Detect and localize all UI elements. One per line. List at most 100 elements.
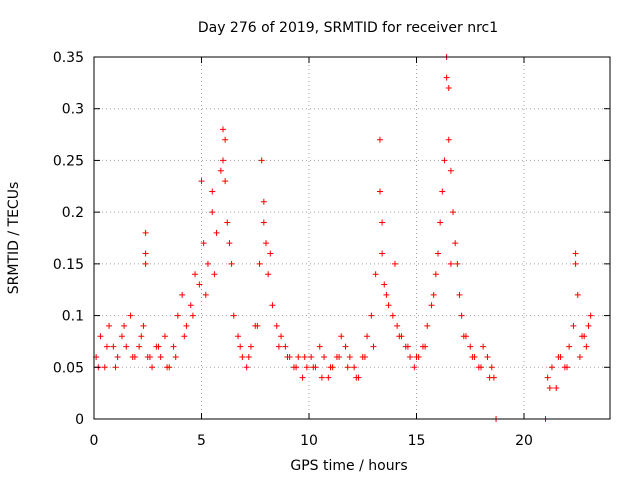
data-point [161,333,168,340]
data-point [230,312,237,319]
data-points [93,54,594,422]
data-point [179,291,186,298]
data-point [385,302,392,309]
y-tick-label: 0.3 [62,102,84,118]
data-point [351,364,358,371]
data-point [196,281,203,288]
data-point [118,333,125,340]
data-point [454,260,461,267]
data-point [555,353,562,360]
data-point [570,322,577,329]
data-point [101,364,108,371]
data-point [275,343,282,350]
data-point [282,343,289,350]
data-point [172,353,179,360]
data-point [123,343,130,350]
data-point [260,219,267,226]
data-point [338,333,345,340]
data-point [430,291,437,298]
data-point [422,343,429,350]
data-point [583,343,590,350]
data-point [368,312,375,319]
data-point [220,126,226,133]
x-axis-label: GPS time / hours [290,458,407,474]
data-point [432,271,439,278]
data-point [155,343,162,350]
data-point [220,157,226,164]
x-tick-label: 10 [300,433,318,449]
data-point [379,219,386,226]
data-point [97,333,104,340]
data-point [170,343,177,350]
data-point [346,353,353,360]
data-point [247,343,254,350]
data-point [209,188,216,195]
data-point [149,364,156,371]
data-point [258,157,265,164]
data-point [381,281,388,288]
data-point [198,178,205,185]
data-point [140,322,147,329]
data-point [142,250,149,257]
data-point [460,333,467,340]
data-point [587,312,594,319]
data-point [129,353,136,360]
data-point [222,136,229,143]
data-point [200,240,207,247]
data-point [269,302,276,309]
data-point [394,322,401,329]
data-point [189,312,196,319]
data-point [336,353,343,360]
data-point [174,312,181,319]
data-point [146,353,153,360]
grid-lines [94,57,610,419]
data-point [103,343,110,350]
data-point [187,302,194,309]
data-point [112,364,119,371]
data-point [260,198,267,205]
data-point [265,271,272,278]
data-point [243,364,250,371]
data-point [235,333,242,340]
data-point [138,333,145,340]
data-point [389,312,396,319]
data-point [413,353,420,360]
data-point [469,353,476,360]
data-point [299,374,306,381]
data-point [293,364,300,371]
data-point [544,374,551,381]
data-point [450,209,457,216]
data-point [379,250,386,257]
data-point [553,384,560,391]
data-point [467,343,474,350]
data-point [576,353,583,360]
data-point [445,136,452,143]
data-point [383,291,390,298]
data-point [321,353,328,360]
data-point [441,157,448,164]
data-point [224,219,231,226]
data-point [142,229,149,236]
data-point [452,240,459,247]
x-tick-label: 0 [90,433,99,449]
data-point [254,322,261,329]
data-point [458,312,465,319]
data-point [370,343,377,350]
x-tick-label: 20 [515,433,533,449]
data-point [114,353,121,360]
data-point [566,343,573,350]
y-tick-label: 0.35 [53,50,84,66]
data-point [424,322,431,329]
data-point [164,364,171,371]
data-point [136,343,143,350]
data-point [428,302,435,309]
data-point [106,322,113,329]
y-tick-label: 0.2 [62,205,84,221]
data-point [183,322,190,329]
data-point [364,333,371,340]
data-point [327,364,334,371]
data-point [318,374,325,381]
data-point [572,250,579,257]
data-point [237,343,244,350]
data-point [443,74,450,81]
